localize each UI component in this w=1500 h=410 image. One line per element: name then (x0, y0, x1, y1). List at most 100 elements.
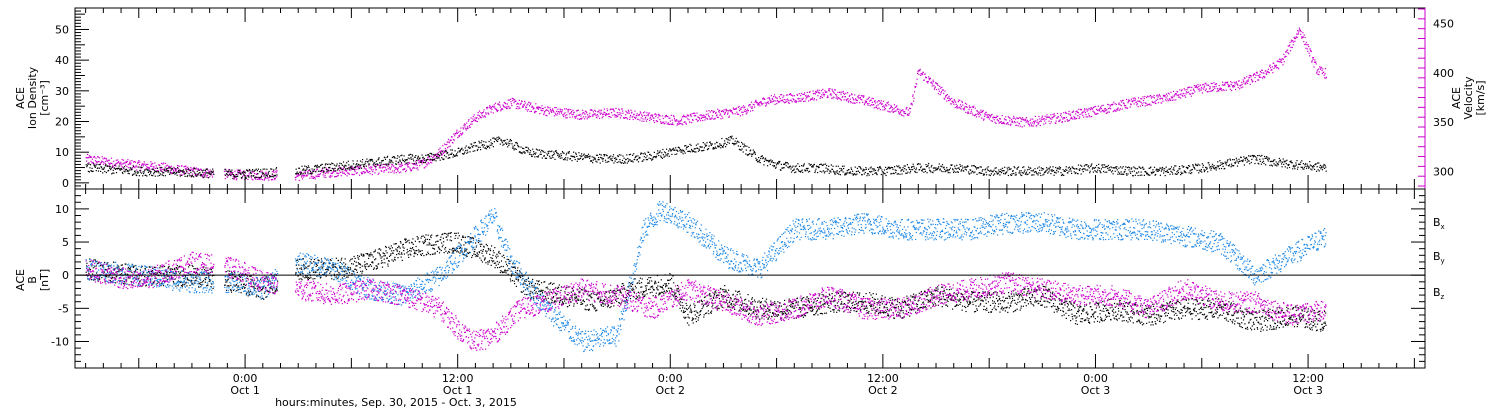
velocity-series-point (1195, 84, 1197, 87)
velocity-series-point (474, 119, 476, 121)
density-series-point (743, 146, 745, 148)
density-series-point (491, 144, 493, 146)
density-series-point (486, 145, 488, 147)
velocity-series-point (1115, 103, 1117, 105)
velocity-series-point (116, 163, 118, 165)
density-series-point (228, 171, 230, 173)
density-series-point (790, 171, 793, 173)
density-series-point (316, 164, 318, 166)
velocity-series-point (136, 169, 138, 171)
velocity-series-point (86, 157, 88, 159)
velocity-series-point (165, 165, 167, 167)
velocity-series-point (815, 91, 817, 94)
velocity-series-point (305, 174, 307, 176)
velocity-series-point (1116, 108, 1118, 110)
density-series-point (363, 165, 365, 167)
velocity-series-point (441, 149, 443, 152)
velocity-series-point (843, 93, 846, 95)
velocity-series-point (474, 117, 476, 119)
velocity-series-point (1256, 71, 1258, 73)
velocity-series-point (580, 118, 582, 120)
velocity-series-point (95, 157, 97, 159)
velocity-series-point (838, 97, 840, 99)
density-series-point (998, 169, 1000, 171)
velocity-series-point (745, 111, 747, 113)
velocity-series-point (1109, 105, 1111, 107)
velocity-series-point (127, 164, 129, 166)
density-series-point (961, 165, 963, 167)
density-series-point (193, 167, 195, 169)
velocity-series-point (1317, 68, 1319, 70)
density-series-point (658, 154, 660, 157)
density-series-point (920, 167, 922, 169)
density-series-point (1056, 168, 1058, 170)
velocity-series-point (1174, 93, 1176, 95)
density-series-point (447, 157, 449, 159)
velocity-series-point (860, 95, 862, 97)
density-series-point (1197, 165, 1199, 167)
density-series-point (1177, 170, 1179, 172)
density-series-point (1050, 173, 1052, 175)
velocity-series-point (1179, 89, 1181, 91)
velocity-series-point (771, 98, 773, 100)
velocity-series-point (1089, 109, 1091, 111)
velocity-series-point (1137, 106, 1139, 108)
density-series-point (498, 136, 500, 138)
velocity-series-point (197, 168, 199, 170)
velocity-series-point (1186, 89, 1188, 91)
density-series-point (520, 152, 523, 154)
density-series-point (921, 170, 923, 172)
density-series-point (1245, 157, 1247, 159)
density-series-point (227, 174, 229, 177)
velocity-series-point (150, 163, 152, 166)
velocity-series-point (530, 110, 532, 112)
velocity-series-point (1316, 71, 1318, 73)
velocity-series-point (1060, 113, 1062, 115)
velocity-series-point (471, 121, 473, 123)
velocity-series-point (751, 106, 753, 108)
velocity-series-point (890, 104, 892, 107)
density-series-point (567, 157, 569, 159)
density-series-point (1124, 170, 1126, 173)
density-series-point (749, 150, 751, 152)
velocity-series-point (927, 80, 929, 83)
velocity-series-point (146, 167, 148, 169)
density-series-point (1175, 165, 1177, 167)
velocity-series-point (849, 98, 851, 100)
density-series-point (1112, 173, 1114, 175)
velocity-series-point (548, 110, 550, 112)
velocity-series-point (1102, 104, 1104, 106)
velocity-series-point (739, 115, 741, 117)
velocity-series-point (1240, 84, 1242, 86)
velocity-series-point (769, 99, 771, 101)
density-series-point (250, 175, 253, 177)
velocity-series-point (137, 162, 139, 164)
velocity-series-point (1242, 86, 1244, 88)
velocity-series-point (925, 77, 927, 79)
density-series-point (236, 173, 238, 176)
velocity-series-point (426, 163, 428, 165)
velocity-series-point (579, 118, 582, 120)
velocity-series-point (1027, 122, 1029, 124)
density-series-point (844, 172, 846, 174)
velocity-series-point (771, 101, 773, 103)
velocity-series-point (440, 150, 442, 152)
density-series-point (1186, 166, 1188, 168)
velocity-series-point (552, 110, 555, 112)
velocity-series-point (383, 171, 385, 173)
density-series-point (493, 137, 495, 139)
density-series-point (301, 165, 303, 167)
density-series-point (922, 168, 924, 170)
velocity-series-point (507, 99, 509, 101)
velocity-series-point (894, 110, 896, 112)
velocity-series-point (1250, 75, 1252, 77)
velocity-series-point (1120, 105, 1122, 107)
density-series-point (1239, 160, 1241, 162)
density-series-point (1024, 173, 1026, 175)
density-series-point (819, 170, 821, 172)
density-series-point (1026, 169, 1029, 171)
density-series-point (254, 177, 256, 179)
velocity-series-point (1076, 110, 1078, 112)
density-series-point (540, 151, 542, 153)
density-series-point (1047, 168, 1049, 170)
